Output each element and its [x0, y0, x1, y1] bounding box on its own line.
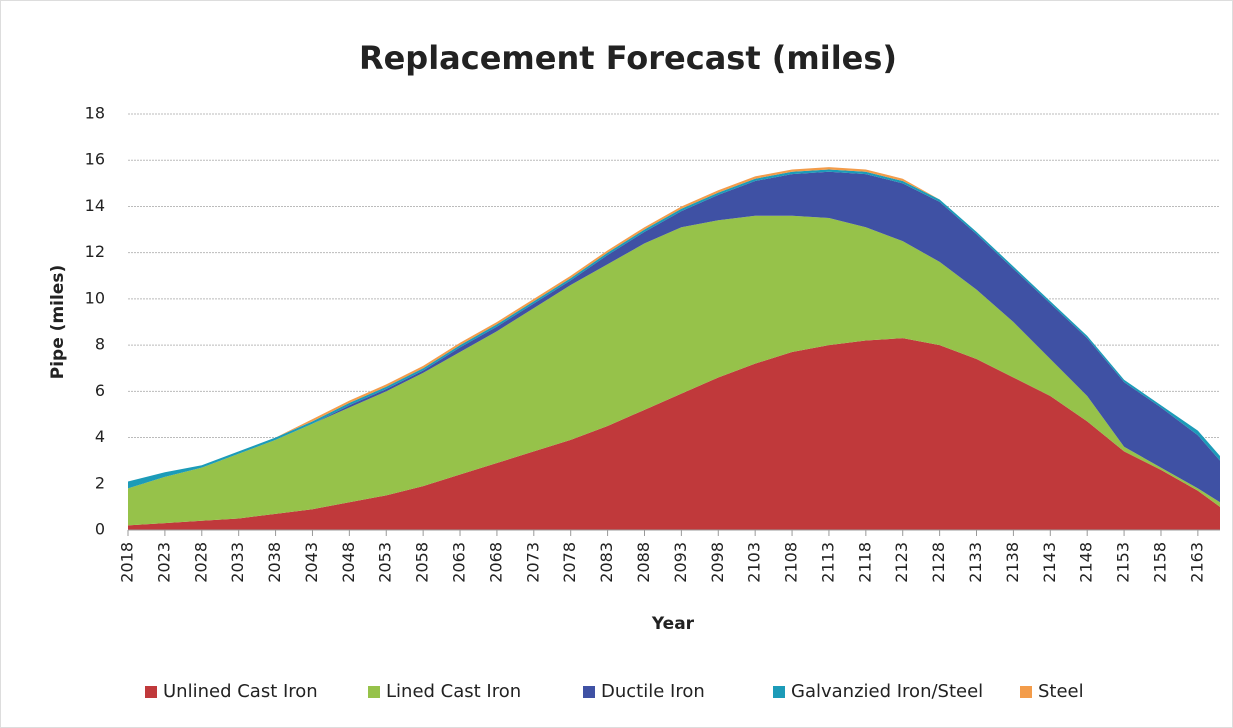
x-tick-label: 2048 — [339, 542, 358, 583]
legend-swatch — [145, 686, 157, 698]
x-tick-label: 2163 — [1187, 542, 1206, 583]
x-axis-label: Year — [651, 614, 695, 634]
x-tick-label: 2123 — [892, 542, 911, 583]
y-tick-label: 0 — [95, 520, 105, 539]
legend-label: Lined Cast Iron — [386, 681, 521, 702]
x-tick-label: 2118 — [855, 542, 874, 583]
x-tick-label: 2083 — [597, 542, 616, 583]
y-tick-label: 12 — [85, 242, 105, 261]
legend-label: Galvanzied Iron/Steel — [791, 681, 983, 702]
x-tick-label: 2018 — [118, 542, 137, 583]
y-axis-label: Pipe (miles) — [48, 265, 68, 379]
legend-label: Steel — [1038, 681, 1084, 702]
legend-swatch — [368, 686, 380, 698]
x-tick-label: 2158 — [1150, 542, 1169, 583]
legend-label: Unlined Cast Iron — [163, 681, 318, 702]
x-tick-label: 2078 — [560, 542, 579, 583]
x-tick-label: 2043 — [302, 542, 321, 583]
x-tick-label: 2128 — [929, 542, 948, 583]
x-tick-label: 2023 — [154, 542, 173, 583]
x-tick-label: 2068 — [486, 542, 505, 583]
x-tick-label: 2093 — [671, 542, 690, 583]
legend-swatch — [773, 686, 785, 698]
area — [128, 171, 1220, 503]
x-tick-label: 2063 — [450, 542, 469, 583]
x-tick-label: 2033 — [228, 542, 247, 583]
y-tick-label: 2 — [95, 473, 105, 492]
x-tick-label: 2108 — [782, 542, 801, 583]
y-tick-label: 6 — [95, 381, 105, 400]
x-tick-label: 2103 — [745, 542, 764, 583]
x-tick-label: 2073 — [523, 542, 542, 583]
y-tick-label: 14 — [85, 196, 105, 215]
x-tick-label: 2028 — [191, 542, 210, 583]
area — [128, 215, 1220, 526]
x-tick-label: 2138 — [1003, 542, 1022, 583]
legend-label: Ductile Iron — [601, 681, 705, 702]
chart-title: Replacement Forecast (miles) — [359, 39, 897, 77]
x-tick-label: 2133 — [966, 542, 985, 583]
legend-swatch — [583, 686, 595, 698]
x-tick-label: 2153 — [1114, 542, 1133, 583]
y-tick-label: 10 — [85, 288, 105, 307]
x-tick-label: 2088 — [634, 542, 653, 583]
legend-swatch — [1020, 686, 1032, 698]
x-tick-label: 2113 — [818, 542, 837, 583]
y-tick-label: 16 — [85, 150, 105, 169]
y-tick-label: 18 — [85, 104, 105, 123]
x-tick-label: 2058 — [413, 542, 432, 583]
x-tick-label: 2143 — [1040, 542, 1059, 583]
area — [128, 338, 1220, 530]
y-tick-label: 4 — [95, 427, 105, 446]
x-tick-label: 2148 — [1077, 542, 1096, 583]
x-tick-label: 2038 — [265, 542, 284, 583]
x-tick-label: 2053 — [376, 542, 395, 583]
y-tick-label: 8 — [95, 335, 105, 354]
x-tick-label: 2098 — [708, 542, 727, 583]
